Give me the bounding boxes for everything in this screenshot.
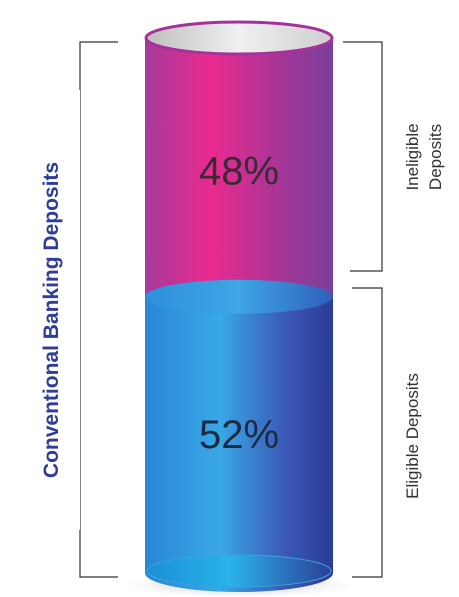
bracket-label-ineligible-line2: Deposits — [426, 124, 445, 190]
left-bracket — [79, 41, 118, 578]
bracket-eligible — [352, 287, 383, 578]
bracket-label-ineligible-line1: Ineligible — [403, 123, 422, 190]
data-label-ineligible: 48% — [199, 149, 279, 193]
cylinder-opening — [144, 20, 334, 56]
bar-eligible-deposits — [145, 294, 333, 592]
eligible-top-ellipse — [145, 279, 333, 314]
bracket-ineligible — [343, 41, 383, 272]
bar-ineligible-deposits — [145, 38, 333, 312]
data-label-eligible: 52% — [199, 413, 279, 457]
axis-title: Conventional Banking Deposits — [40, 162, 63, 478]
eligible-base-ellipse — [146, 554, 332, 588]
bracket-label-eligible: Eligible Deposits — [403, 373, 422, 499]
